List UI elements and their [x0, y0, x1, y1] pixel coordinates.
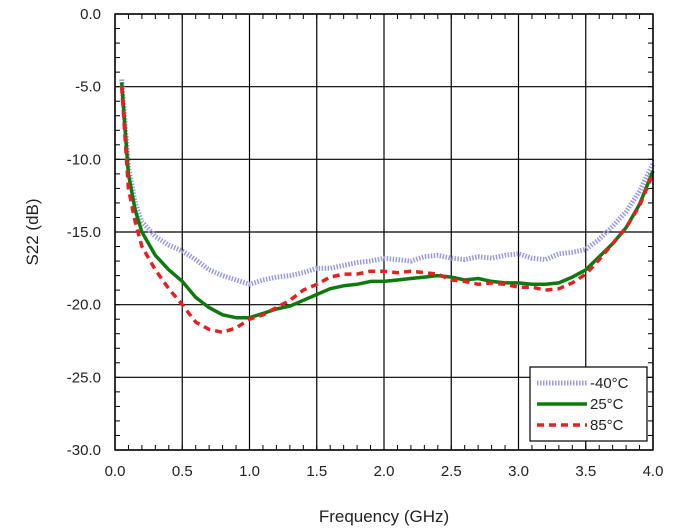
legend: -40°C 25°C 85°C	[529, 366, 648, 442]
plot-frame	[114, 13, 654, 451]
x-tick-label: 3.5	[575, 463, 596, 480]
x-tick-label: 2.0	[374, 463, 395, 480]
x-tick-label: 3.0	[508, 463, 529, 480]
series-layer	[119, 79, 656, 335]
y-tick-label: -5.0	[75, 79, 101, 96]
legend-label-1: 25°C	[590, 396, 624, 413]
x-tick-label: 0.5	[172, 463, 193, 480]
y-tick-label: -25.0	[67, 369, 101, 386]
legend-label-2: 85°C	[590, 417, 624, 434]
y-tick-label: -10.0	[67, 151, 101, 168]
x-tick-label: 1.0	[239, 463, 260, 480]
legend-label-0: -40°C	[590, 375, 629, 392]
series-line-2	[119, 86, 655, 335]
x-tick-label: 2.5	[441, 463, 462, 480]
x-tick-labels: 0.0 0.5 1.0 1.5 2.0 2.5 3.0 3.5 4.0	[105, 463, 664, 480]
y-axis-title: S22 (dB)	[23, 198, 42, 265]
x-tick-label: 0.0	[105, 463, 126, 480]
y-tick-label: 0.0	[80, 6, 101, 23]
x-axis-title: Frequency (GHz)	[319, 507, 449, 526]
series-line-0	[119, 79, 656, 287]
y-tick-labels: 0.0 -5.0 -10.0 -15.0 -20.0 -25.0 -30.0	[67, 6, 101, 459]
x-tick-label: 1.5	[306, 463, 327, 480]
y-tick-label: -30.0	[67, 442, 101, 459]
y-tick-label: -15.0	[67, 224, 101, 241]
x-tick-label: 4.0	[643, 463, 664, 480]
series-line-1	[119, 82, 655, 320]
y-tick-label: -20.0	[67, 297, 101, 314]
